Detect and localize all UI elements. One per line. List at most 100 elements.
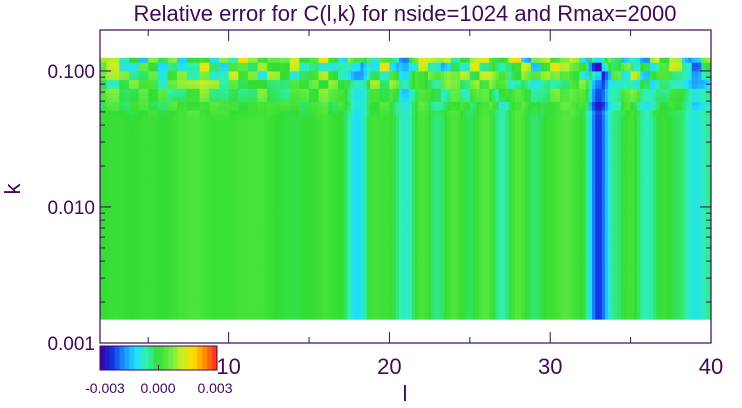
heatmap-cell bbox=[260, 92, 265, 98]
heatmap-cell bbox=[276, 197, 281, 203]
heatmap-cell bbox=[128, 188, 133, 194]
heatmap-cell bbox=[202, 88, 207, 94]
heatmap-cell bbox=[344, 79, 349, 85]
heatmap-cell bbox=[254, 253, 259, 259]
heatmap-cell bbox=[337, 101, 342, 107]
heatmap-cell bbox=[145, 214, 149, 220]
heatmap-cell bbox=[286, 266, 291, 272]
heatmap-cell bbox=[122, 70, 127, 76]
heatmap-cell bbox=[241, 123, 246, 129]
heatmap-cell bbox=[321, 262, 326, 268]
heatmap-cell bbox=[235, 253, 239, 259]
heatmap-cell bbox=[341, 292, 345, 298]
heatmap-cell bbox=[331, 179, 336, 185]
heatmap-cell bbox=[238, 66, 243, 72]
heatmap-cell bbox=[312, 166, 317, 172]
heatmap-cell bbox=[209, 231, 214, 237]
heatmap-cell bbox=[112, 253, 117, 259]
heatmap-cell bbox=[299, 70, 304, 76]
heatmap-cell bbox=[135, 310, 140, 316]
heatmap-cell bbox=[100, 166, 104, 172]
heatmap-cell bbox=[122, 118, 127, 124]
heatmap-cell bbox=[283, 136, 288, 142]
heatmap-cell bbox=[106, 240, 111, 246]
heatmap-cell bbox=[218, 292, 223, 298]
heatmap-cell bbox=[312, 310, 317, 316]
heatmap-cell bbox=[206, 249, 210, 255]
heatmap-cell bbox=[116, 131, 120, 137]
heatmap-cell bbox=[241, 149, 246, 155]
heatmap-cell bbox=[180, 249, 185, 255]
heatmap-cell bbox=[283, 231, 288, 237]
heatmap-cell bbox=[228, 140, 233, 146]
heatmap-cell bbox=[225, 292, 230, 298]
heatmap-cell bbox=[186, 66, 191, 72]
heatmap-cell bbox=[222, 105, 227, 111]
heatmap-cell bbox=[112, 197, 117, 203]
heatmap-cell bbox=[238, 236, 243, 242]
heatmap-cell bbox=[321, 96, 326, 102]
heatmap-cell bbox=[337, 179, 342, 185]
heatmap-cell bbox=[112, 123, 117, 129]
heatmap-cell bbox=[138, 305, 143, 311]
heatmap-cell bbox=[157, 136, 162, 142]
heatmap-cell bbox=[267, 297, 272, 303]
heatmap-cell bbox=[206, 170, 210, 176]
heatmap-cell bbox=[128, 192, 133, 198]
heatmap-cell bbox=[280, 75, 284, 81]
heatmap-cell bbox=[141, 175, 146, 181]
heatmap-cell bbox=[260, 297, 265, 303]
heatmap-cell bbox=[209, 205, 214, 211]
heatmap-cell bbox=[354, 262, 358, 268]
heatmap-cell bbox=[331, 70, 336, 76]
heatmap-cell bbox=[235, 184, 239, 189]
heatmap-cell bbox=[199, 275, 204, 281]
heatmap-cell bbox=[164, 197, 169, 203]
heatmap-cell bbox=[337, 162, 342, 168]
heatmap-cell bbox=[109, 297, 114, 303]
heatmap-cell bbox=[283, 175, 288, 181]
heatmap-cell bbox=[209, 236, 214, 242]
heatmap-cell bbox=[202, 310, 207, 316]
heatmap-cell bbox=[100, 314, 104, 320]
heatmap-cell bbox=[296, 170, 300, 176]
heatmap-cell bbox=[254, 149, 259, 155]
heatmap-cell bbox=[260, 192, 265, 198]
heatmap-cell bbox=[116, 245, 120, 250]
heatmap-cell bbox=[154, 92, 159, 98]
heatmap-cell bbox=[145, 240, 149, 246]
heatmap-cell bbox=[280, 96, 284, 102]
heatmap-cell bbox=[180, 262, 185, 268]
heatmap-cell bbox=[270, 197, 275, 203]
heatmap-cell bbox=[183, 123, 188, 129]
heatmap-cell bbox=[132, 123, 136, 129]
heatmap-cell bbox=[354, 114, 358, 120]
heatmap-cell bbox=[222, 83, 227, 89]
heatmap-cell bbox=[302, 157, 307, 163]
heatmap-cell bbox=[199, 210, 204, 216]
heatmap-cell bbox=[180, 240, 185, 246]
heatmap-cell bbox=[363, 79, 368, 85]
heatmap-cell bbox=[254, 192, 259, 198]
heatmap-cell bbox=[106, 301, 111, 307]
heatmap-cell bbox=[161, 149, 165, 155]
heatmap-cell bbox=[173, 292, 178, 298]
heatmap-cell bbox=[231, 157, 236, 163]
heatmap-cell bbox=[125, 292, 130, 298]
heatmap-cell bbox=[360, 70, 365, 76]
heatmap-cell bbox=[244, 279, 249, 285]
heatmap-cell bbox=[145, 123, 149, 129]
heatmap-cell bbox=[363, 170, 368, 176]
heatmap-cell bbox=[296, 166, 300, 172]
heatmap-cell bbox=[280, 83, 284, 89]
heatmap-cell bbox=[212, 236, 217, 242]
heatmap-cell bbox=[170, 210, 175, 216]
heatmap-cell bbox=[135, 105, 140, 111]
heatmap-cell bbox=[199, 144, 204, 150]
heatmap-cell bbox=[360, 127, 365, 133]
heatmap-cell bbox=[235, 62, 239, 68]
heatmap-cell bbox=[231, 153, 236, 159]
heatmap-cell bbox=[292, 305, 297, 311]
heatmap-cell bbox=[247, 223, 252, 229]
heatmap-cell bbox=[215, 249, 220, 255]
